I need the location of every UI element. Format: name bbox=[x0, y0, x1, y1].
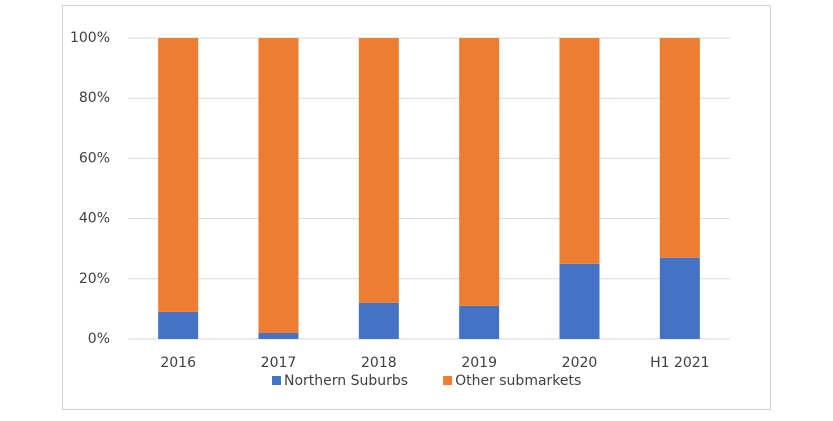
y-tick-label: 60% bbox=[79, 150, 110, 166]
x-tick-label: 2018 bbox=[361, 355, 397, 371]
x-tick-label: H1 2021 bbox=[650, 355, 710, 371]
bar-segment bbox=[358, 38, 399, 303]
x-tick-label: 2016 bbox=[160, 355, 196, 371]
bar-segment bbox=[358, 302, 399, 339]
legend-swatch bbox=[443, 376, 453, 385]
bar-segment bbox=[258, 38, 299, 333]
y-tick-label: 0% bbox=[88, 331, 110, 347]
y-tick-label: 40% bbox=[79, 211, 110, 227]
bar-segment bbox=[158, 311, 199, 339]
bar-segment bbox=[659, 38, 700, 258]
bar-segment bbox=[559, 38, 600, 264]
y-tick-label: 80% bbox=[79, 90, 110, 106]
y-tick-label: 20% bbox=[79, 271, 110, 287]
legend-label: Other submarkets bbox=[455, 373, 581, 389]
y-tick-label: 100% bbox=[70, 30, 110, 46]
x-tick-label: 2017 bbox=[261, 355, 297, 371]
legend-label: Northern Suburbs bbox=[284, 373, 408, 389]
bar-segment bbox=[559, 263, 600, 339]
legend-swatch bbox=[272, 376, 281, 385]
bar-segment bbox=[258, 332, 299, 339]
bar-segment bbox=[659, 257, 700, 339]
bar-segment bbox=[459, 305, 500, 339]
x-tick-label: 2019 bbox=[461, 355, 497, 371]
bar-segment bbox=[459, 38, 500, 306]
x-tick-label: 2020 bbox=[562, 355, 598, 371]
bar-segment bbox=[158, 38, 199, 312]
